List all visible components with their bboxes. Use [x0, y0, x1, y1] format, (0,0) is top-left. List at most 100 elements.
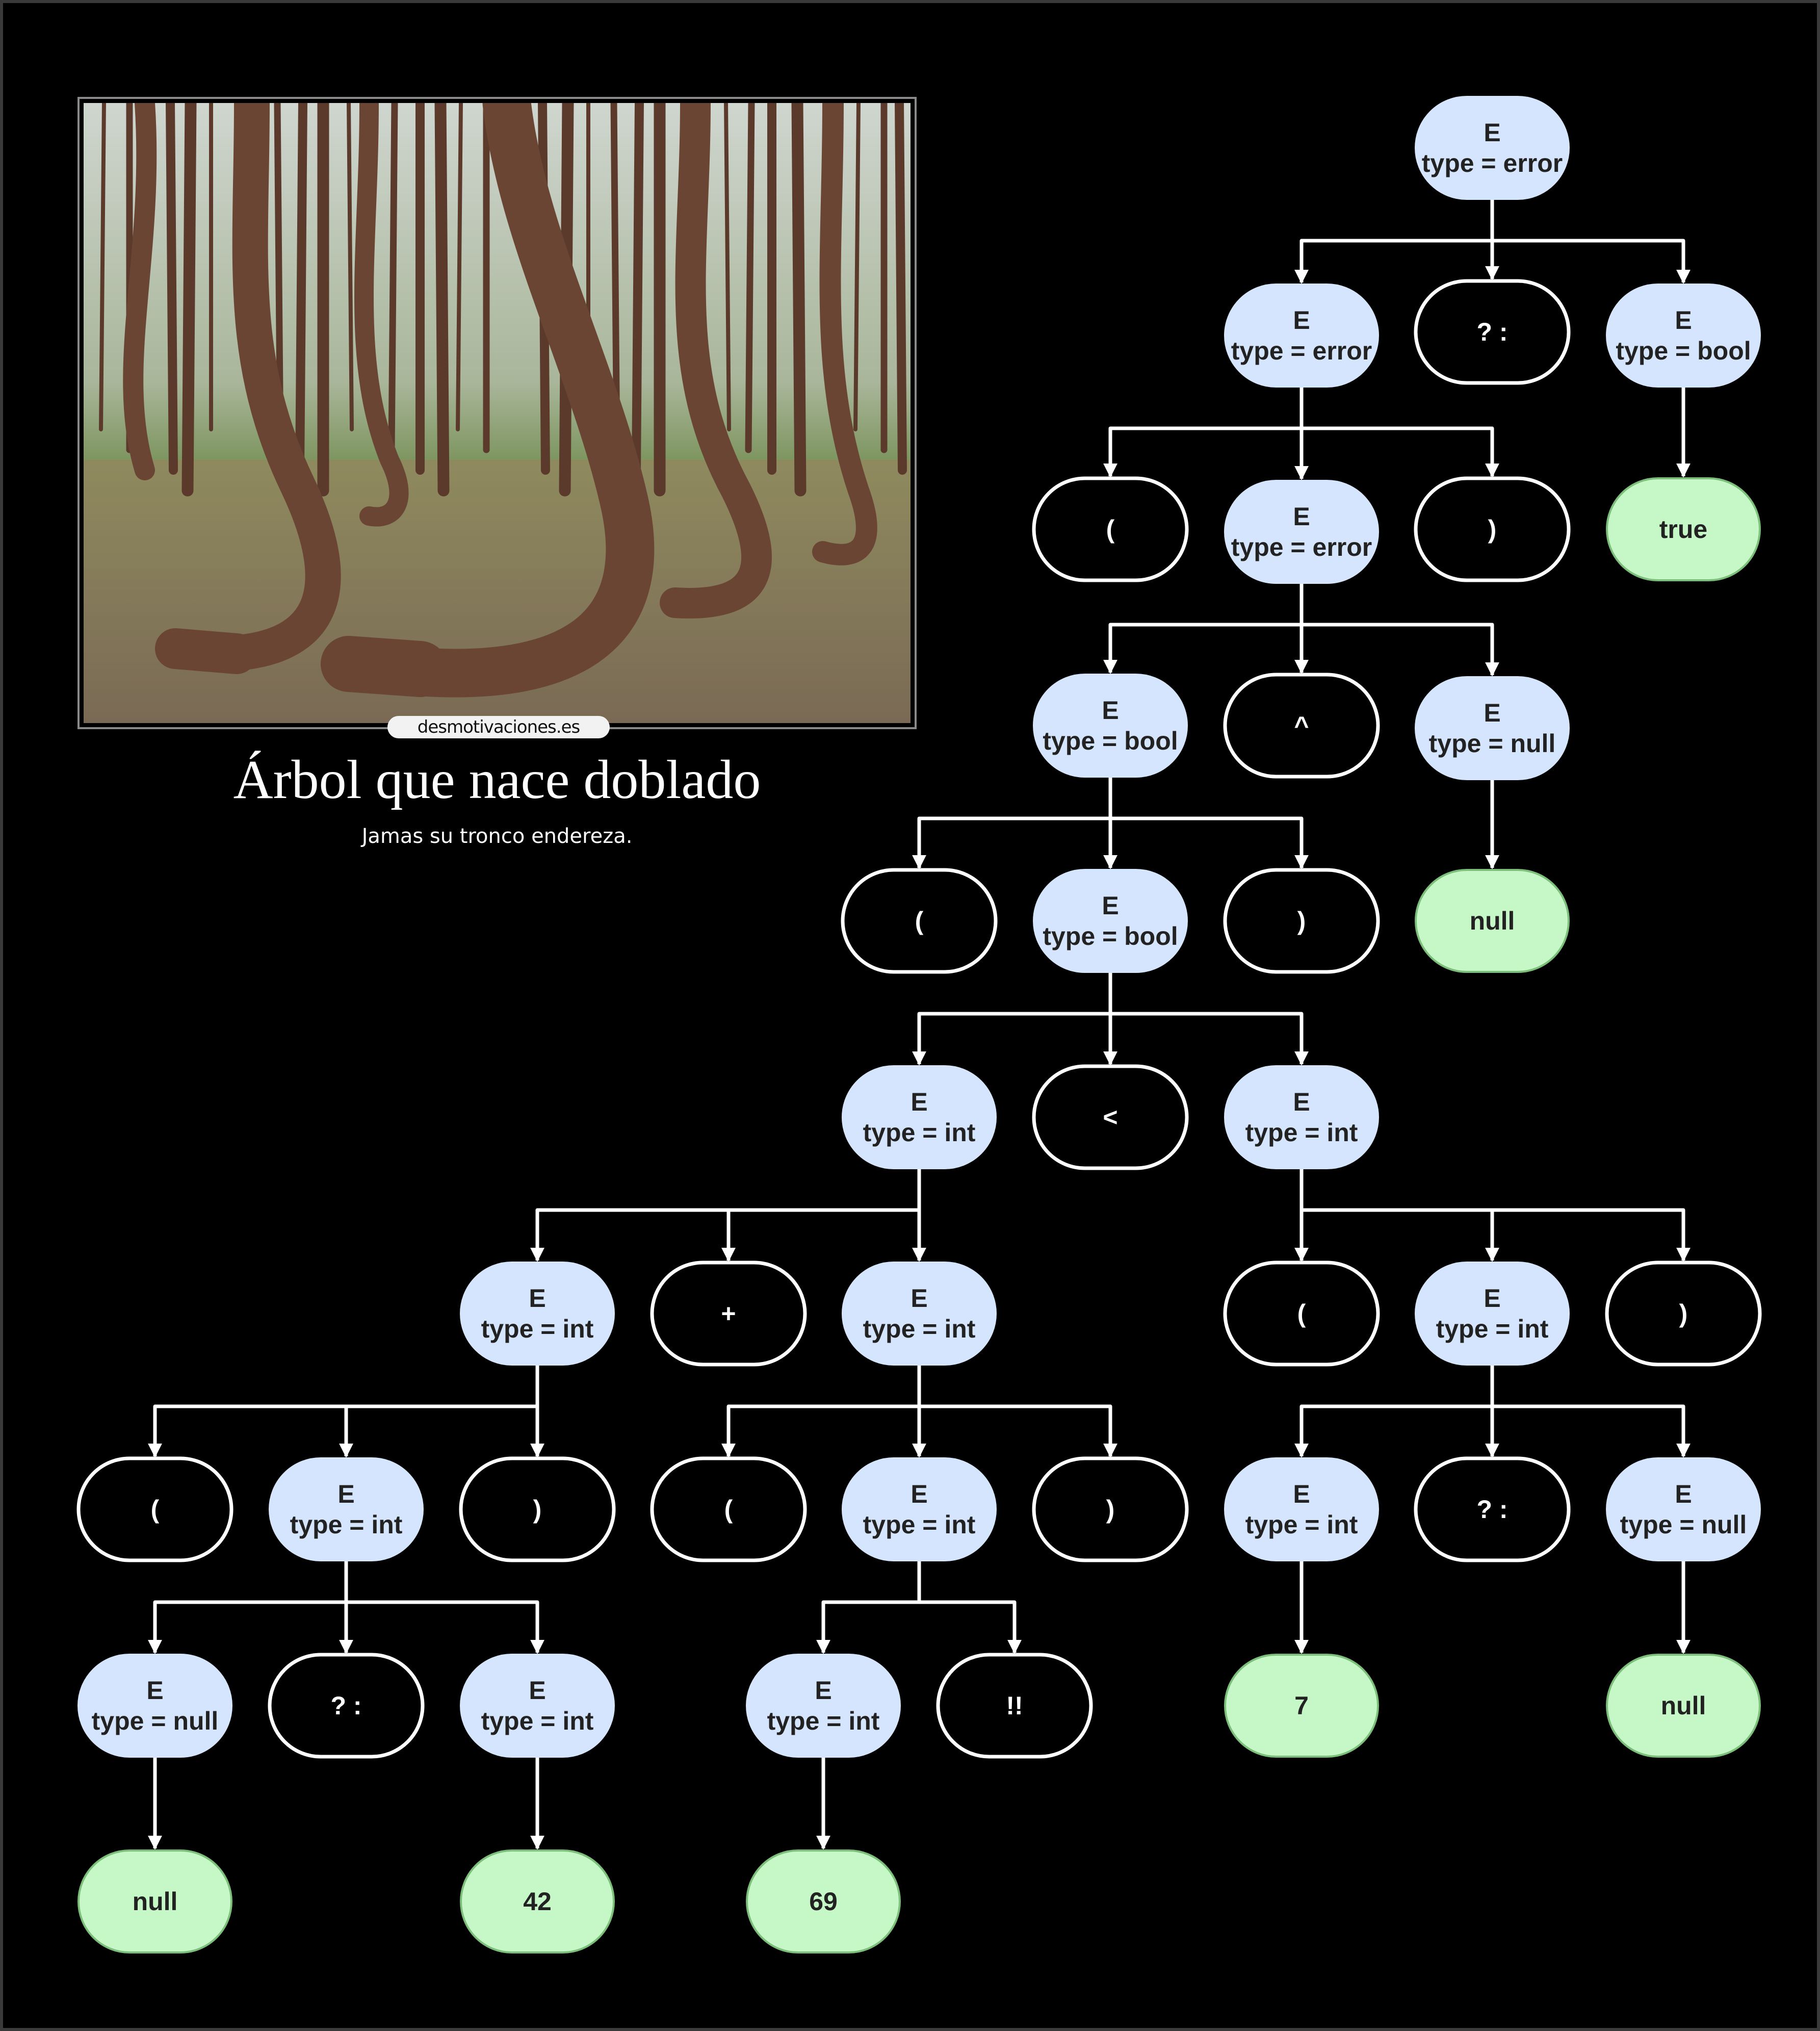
tree-node-literal: null	[77, 1849, 232, 1953]
edge-arrow	[912, 1012, 1110, 1066]
node-shape	[842, 1262, 997, 1366]
node-label: type = int	[481, 1707, 594, 1735]
node-label: type = bool	[1043, 727, 1178, 755]
edge-arrow	[346, 1600, 544, 1654]
node-symbol: E	[815, 1676, 831, 1705]
edge-arrow	[721, 1208, 919, 1262]
node-shape	[1415, 96, 1570, 200]
node-label: type = error	[1231, 337, 1372, 365]
node-shape	[1414, 279, 1571, 385]
tree-node-token: )	[459, 1456, 616, 1562]
background-trunk	[745, 103, 755, 453]
background-trunk	[166, 103, 178, 475]
node-shape	[746, 1654, 901, 1758]
node-symbol: E	[1293, 1480, 1310, 1508]
background-trunk	[347, 103, 354, 431]
node-symbol: E	[1293, 502, 1310, 531]
tree-node-token: (	[1223, 1261, 1380, 1367]
node-label: type = int	[290, 1510, 403, 1539]
node-symbol: E	[529, 1676, 545, 1705]
node-shape	[936, 1653, 1093, 1759]
node-shape	[746, 1849, 901, 1953]
node-symbol: E	[1102, 696, 1119, 725]
node-label: type = error	[1231, 533, 1372, 561]
background-trunk	[791, 103, 807, 497]
node-label: type = int	[863, 1118, 976, 1147]
edge-arrow	[1110, 1012, 1309, 1066]
node-shape	[1415, 869, 1570, 973]
node-shape	[460, 1654, 615, 1758]
node-shape	[1224, 1457, 1379, 1561]
tree-node-token: ? :	[268, 1653, 425, 1759]
node-label: +	[721, 1299, 736, 1328]
background-trunk	[724, 103, 731, 431]
node-label: (	[1297, 1299, 1306, 1328]
edge-arrow	[1492, 1404, 1691, 1458]
node-shape	[1414, 476, 1571, 582]
edge-arrow	[1302, 623, 1499, 677]
background-trunk	[181, 103, 197, 497]
edge-arrow	[1492, 239, 1691, 284]
node-shape	[1223, 868, 1380, 974]
node-label: type = null	[92, 1707, 219, 1735]
edge-arrow	[1302, 426, 1499, 478]
node-shape	[842, 1457, 997, 1561]
edge-arrow	[1103, 623, 1302, 674]
node-symbol: E	[146, 1676, 163, 1705]
node-label: type = int	[863, 1510, 976, 1539]
node-label: (	[724, 1495, 733, 1524]
crooked-forest-photo	[84, 103, 911, 723]
node-label: type = int	[1436, 1315, 1549, 1343]
node-shape	[1415, 1262, 1570, 1366]
node-label: type = int	[1245, 1118, 1358, 1147]
node-shape	[841, 868, 998, 974]
tree-node-token: )	[1223, 868, 1380, 974]
node-shape	[650, 1261, 807, 1367]
tree-node-token: ^	[1223, 673, 1380, 779]
node-label: )	[1297, 907, 1306, 935]
edge-arrow	[1302, 1208, 1691, 1262]
node-shape	[77, 1654, 232, 1758]
meme-watermark: desmotivaciones.es	[387, 716, 610, 738]
edge-arrow	[1110, 816, 1309, 869]
node-label: (	[915, 907, 924, 935]
meme-title: Árbol que nace doblado	[233, 750, 761, 810]
node-label: null	[1661, 1691, 1706, 1720]
edge-arrow	[721, 1404, 919, 1458]
node-shape	[1605, 1261, 1762, 1367]
node-symbol: E	[911, 1480, 927, 1508]
node-symbol: E	[1675, 306, 1692, 335]
node-label: type = null	[1620, 1510, 1747, 1539]
node-symbol: E	[1675, 1480, 1692, 1508]
node-symbol: E	[337, 1480, 354, 1508]
node-label: type = int	[1245, 1510, 1358, 1539]
tree-node-token: +	[650, 1261, 807, 1367]
node-label: <	[1103, 1103, 1117, 1132]
node-label: ? :	[330, 1691, 361, 1720]
node-label: !!	[1006, 1691, 1023, 1720]
tree-node-literal: 69	[746, 1849, 901, 1953]
node-label: type = bool	[1043, 922, 1178, 950]
background-trunk	[456, 103, 463, 431]
node-shape	[1032, 1456, 1189, 1562]
tree-node-literal: 7	[1224, 1654, 1379, 1758]
node-label: type = error	[1422, 149, 1563, 177]
node-label: )	[1106, 1495, 1115, 1524]
background-trunk	[99, 103, 106, 431]
node-symbol: E	[529, 1284, 545, 1313]
tree-node-token: (	[76, 1456, 233, 1562]
tree-node-literal: null	[1606, 1654, 1761, 1758]
background-trunk	[895, 103, 907, 475]
node-shape	[650, 1456, 807, 1562]
edge-arrow	[919, 1404, 1117, 1458]
